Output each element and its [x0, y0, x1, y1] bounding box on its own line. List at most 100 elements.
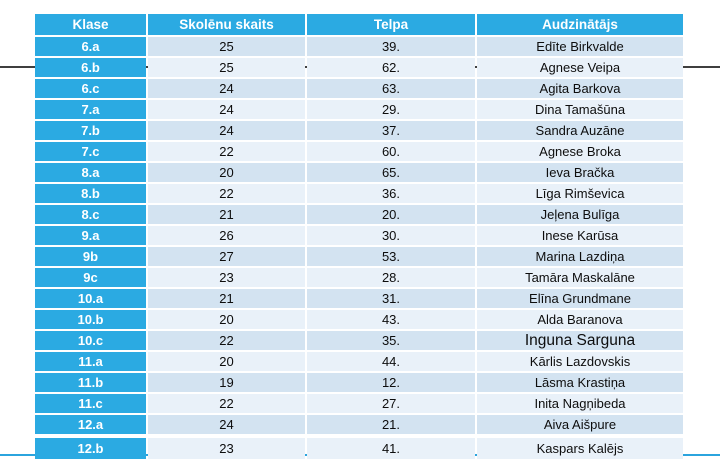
table-row-8.a: 8.a 20 65. Ieva Bračka: [35, 163, 683, 182]
table-row-10.b: 10.b 20 43. Alda Baranova: [35, 310, 683, 329]
cell-klase: 10.a: [35, 289, 146, 308]
table-row-6.c: 6.c 24 63. Agita Barkova: [35, 79, 683, 98]
cell-skolenu-skaits: 26: [148, 226, 305, 245]
cell-skolenu-skaits: 22: [148, 394, 305, 413]
cell-skolenu-skaits: 20: [148, 163, 305, 182]
cell-skolenu-skaits: 27: [148, 247, 305, 266]
cell-skolenu-skaits: 24: [148, 121, 305, 140]
cell-telpa: 60.: [307, 142, 475, 161]
cell-skolenu-skaits: 21: [148, 205, 305, 224]
column-header-skolenu-skaits: Skolēnu skaits: [148, 14, 305, 35]
cell-klase: 9.a: [35, 226, 146, 245]
cell-audzinatajs: Agita Barkova: [477, 79, 683, 98]
cell-telpa: 35.: [307, 331, 475, 350]
cell-klase: 7.b: [35, 121, 146, 140]
cell-klase: 8.c: [35, 205, 146, 224]
cell-klase: 11.a: [35, 352, 146, 371]
table-row-6.b: 6.b 25 62. Agnese Veipa: [35, 58, 683, 77]
table-row-12.a: 12.a 24 21. Aiva Aišpure: [35, 415, 683, 434]
cell-skolenu-skaits: 23: [148, 438, 305, 459]
cell-telpa: 53.: [307, 247, 475, 266]
cell-telpa: 28.: [307, 268, 475, 287]
cell-audzinatajs: Edīte Birkvalde: [477, 37, 683, 56]
cell-telpa: 29.: [307, 100, 475, 119]
cell-klase: 6.c: [35, 79, 146, 98]
table-row-10.c: 10.c 22 35. Inguna Sarguna: [35, 331, 683, 350]
table-row-9b: 9b 27 53. Marina Lazdiņa: [35, 247, 683, 266]
cell-skolenu-skaits: 20: [148, 310, 305, 329]
table-header-row: Klase Skolēnu skaits Telpa Audzinātājs: [35, 14, 683, 35]
table-row-8.b: 8.b 22 36. Līga Rimševica: [35, 184, 683, 203]
cell-skolenu-skaits: 25: [148, 37, 305, 56]
cell-telpa: 20.: [307, 205, 475, 224]
cell-telpa: 37.: [307, 121, 475, 140]
table-row-11.a: 11.a 20 44. Kārlis Lazdovskis: [35, 352, 683, 371]
cell-telpa: 36.: [307, 184, 475, 203]
cell-audzinatajs: Jeļena Bulīga: [477, 205, 683, 224]
cell-telpa: 39.: [307, 37, 475, 56]
column-header-klase: Klase: [35, 14, 146, 35]
cell-telpa: 62.: [307, 58, 475, 77]
cell-skolenu-skaits: 22: [148, 142, 305, 161]
table-row-7.a: 7.a 24 29. Dina Tamašūna: [35, 100, 683, 119]
cell-telpa: 21.: [307, 415, 475, 434]
table-row-11.b: 11.b 19 12. Lāsma Krastiņa: [35, 373, 683, 392]
cell-audzinatajs: Kaspars Kalējs: [477, 438, 683, 459]
cell-skolenu-skaits: 21: [148, 289, 305, 308]
cell-telpa: 65.: [307, 163, 475, 182]
cell-klase: 8.b: [35, 184, 146, 203]
cell-audzinatajs: Alda Baranova: [477, 310, 683, 329]
table-row-9c: 9c 23 28. Tamāra Maskalāne: [35, 268, 683, 287]
table-row-12.b: 12.b 23 41. Kaspars Kalējs: [35, 438, 683, 459]
cell-skolenu-skaits: 23: [148, 268, 305, 287]
column-header-telpa: Telpa: [307, 14, 475, 35]
table-row-8.c: 8.c 21 20. Jeļena Bulīga: [35, 205, 683, 224]
cell-klase: 11.c: [35, 394, 146, 413]
cell-audzinatajs: Lāsma Krastiņa: [477, 373, 683, 392]
cell-audzinatajs: Marina Lazdiņa: [477, 247, 683, 266]
cell-klase: 9c: [35, 268, 146, 287]
cell-audzinatajs: Agnese Veipa: [477, 58, 683, 77]
table-row-9.a: 9.a 26 30. Inese Karūsa: [35, 226, 683, 245]
table-row-11.c: 11.c 22 27. Inita Nagņibeda: [35, 394, 683, 413]
cell-telpa: 43.: [307, 310, 475, 329]
cell-skolenu-skaits: 25: [148, 58, 305, 77]
cell-klase: 6.b: [35, 58, 146, 77]
cell-audzinatajs: Ieva Bračka: [477, 163, 683, 182]
table-row-10.a: 10.a 21 31. Elīna Grundmane: [35, 289, 683, 308]
cell-telpa: 41.: [307, 438, 475, 459]
cell-klase: 12.b: [35, 438, 146, 459]
cell-klase: 10.b: [35, 310, 146, 329]
cell-telpa: 63.: [307, 79, 475, 98]
cell-skolenu-skaits: 20: [148, 352, 305, 371]
cell-skolenu-skaits: 24: [148, 79, 305, 98]
column-header-audzinatajs: Audzinātājs: [477, 14, 683, 35]
cell-skolenu-skaits: 19: [148, 373, 305, 392]
cell-klase: 8.a: [35, 163, 146, 182]
cell-telpa: 27.: [307, 394, 475, 413]
cell-klase: 9b: [35, 247, 146, 266]
cell-skolenu-skaits: 24: [148, 100, 305, 119]
cell-skolenu-skaits: 22: [148, 184, 305, 203]
cell-skolenu-skaits: 24: [148, 415, 305, 434]
cell-audzinatajs: Inguna Sarguna: [477, 331, 683, 350]
cell-audzinatajs: Aiva Aišpure: [477, 415, 683, 434]
cell-telpa: 12.: [307, 373, 475, 392]
cell-klase: 12.a: [35, 415, 146, 434]
cell-klase: 7.c: [35, 142, 146, 161]
cell-audzinatajs: Tamāra Maskalāne: [477, 268, 683, 287]
cell-telpa: 31.: [307, 289, 475, 308]
cell-audzinatajs: Elīna Grundmane: [477, 289, 683, 308]
cell-audzinatajs: Līga Rimševica: [477, 184, 683, 203]
cell-audzinatajs: Agnese Broka: [477, 142, 683, 161]
cell-telpa: 30.: [307, 226, 475, 245]
cell-klase: 7.a: [35, 100, 146, 119]
table-row-7.c: 7.c 22 60. Agnese Broka: [35, 142, 683, 161]
table-row-6.a: 6.a 25 39. Edīte Birkvalde: [35, 37, 683, 56]
cell-audzinatajs: Inita Nagņibeda: [477, 394, 683, 413]
cell-telpa: 44.: [307, 352, 475, 371]
cell-audzinatajs: Sandra Auzāne: [477, 121, 683, 140]
cell-skolenu-skaits: 22: [148, 331, 305, 350]
table-row-7.b: 7.b 24 37. Sandra Auzāne: [35, 121, 683, 140]
